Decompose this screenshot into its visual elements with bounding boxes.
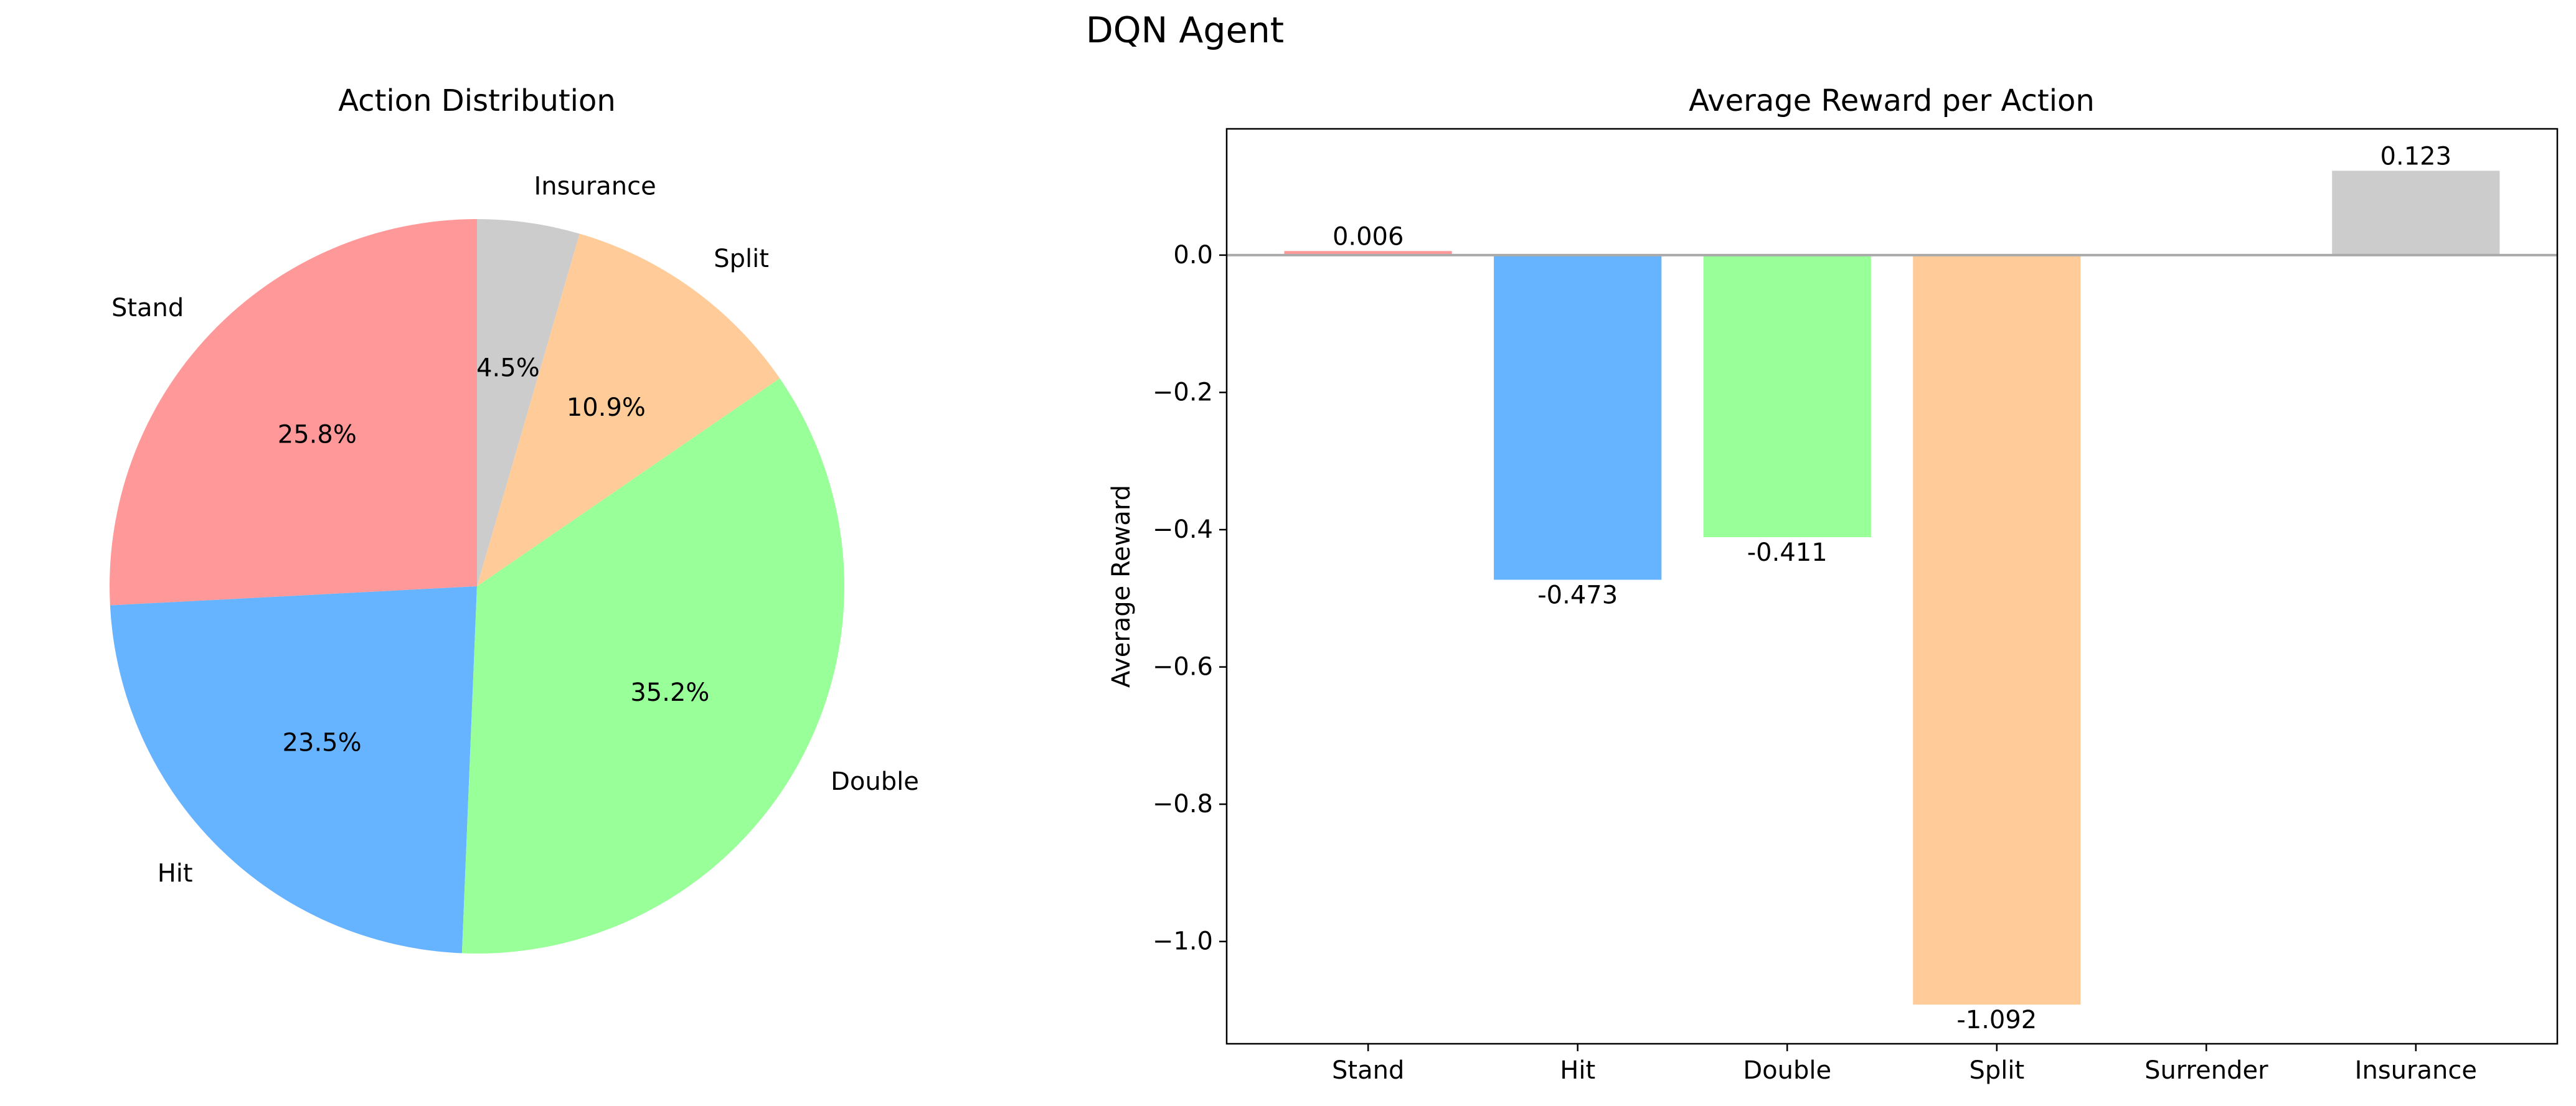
pie-pct-label-split: 10.9% [567, 393, 646, 422]
pie-label-insurance: Insurance [534, 172, 656, 201]
pie-slice-hit [110, 586, 478, 954]
pie-slice-split [477, 233, 780, 587]
bar-value-label-double: -0.411 [1747, 538, 1828, 567]
plot-frame [1225, 128, 2559, 1045]
x-tick-label-split: Split [1969, 1056, 2024, 1085]
pie-pct-label-hit: 23.5% [283, 729, 362, 757]
pie-label-stand: Stand [111, 294, 184, 322]
bar-double [1703, 255, 1871, 538]
y-tick-label: 0.0 [1173, 241, 1213, 269]
bar-split [1913, 255, 2081, 1005]
y-tick-label: −0.6 [1153, 653, 1213, 682]
bar-value-label-insurance: 0.123 [2380, 142, 2452, 171]
bar-title: Average Reward per Action [1689, 83, 2095, 118]
y-tick-label: −1.0 [1153, 927, 1213, 956]
x-tick-label-stand: Stand [1332, 1056, 1404, 1085]
pie-label-hit: Hit [158, 859, 193, 888]
bar-stand [1284, 251, 1452, 255]
bar-value-label-hit: -0.473 [1537, 581, 1618, 610]
pie-pct-label-stand: 25.8% [278, 420, 357, 449]
x-tick-label-insurance: Insurance [2355, 1056, 2477, 1085]
bar-insurance [2332, 171, 2500, 255]
pie-label-double: Double [831, 767, 919, 796]
y-tick-label: −0.8 [1153, 790, 1213, 818]
y-tick-label: −0.4 [1153, 515, 1213, 544]
x-tick-label-hit: Hit [1560, 1056, 1595, 1085]
pie-title: Action Distribution [338, 83, 616, 118]
bar-hit [1494, 255, 1662, 580]
pie-pct-label-insurance: 4.5% [476, 354, 540, 383]
pie-slice-stand [109, 219, 478, 606]
pie-pct-label-double: 35.2% [630, 678, 709, 707]
bar-value-label-stand: 0.006 [1333, 222, 1404, 251]
bar-chart: Average Reward per Action Average Reward… [1107, 83, 2559, 1085]
y-axis-label: Average Reward [1107, 485, 1136, 688]
figure-title: DQN Agent [1086, 10, 1284, 51]
pie-slice-insurance [477, 219, 580, 586]
pie-label-split: Split [714, 245, 769, 273]
y-tick-label: −0.2 [1153, 378, 1213, 407]
bar-value-label-split: -1.092 [1956, 1006, 2037, 1034]
x-tick-label-surrender: Surrender [2144, 1056, 2268, 1085]
pie-chart: Action Distribution 25.8% Stand 23.5% Hit 35… [109, 83, 919, 954]
pie-slice-double [461, 378, 845, 954]
x-tick-label-double: Double [1743, 1056, 1831, 1085]
